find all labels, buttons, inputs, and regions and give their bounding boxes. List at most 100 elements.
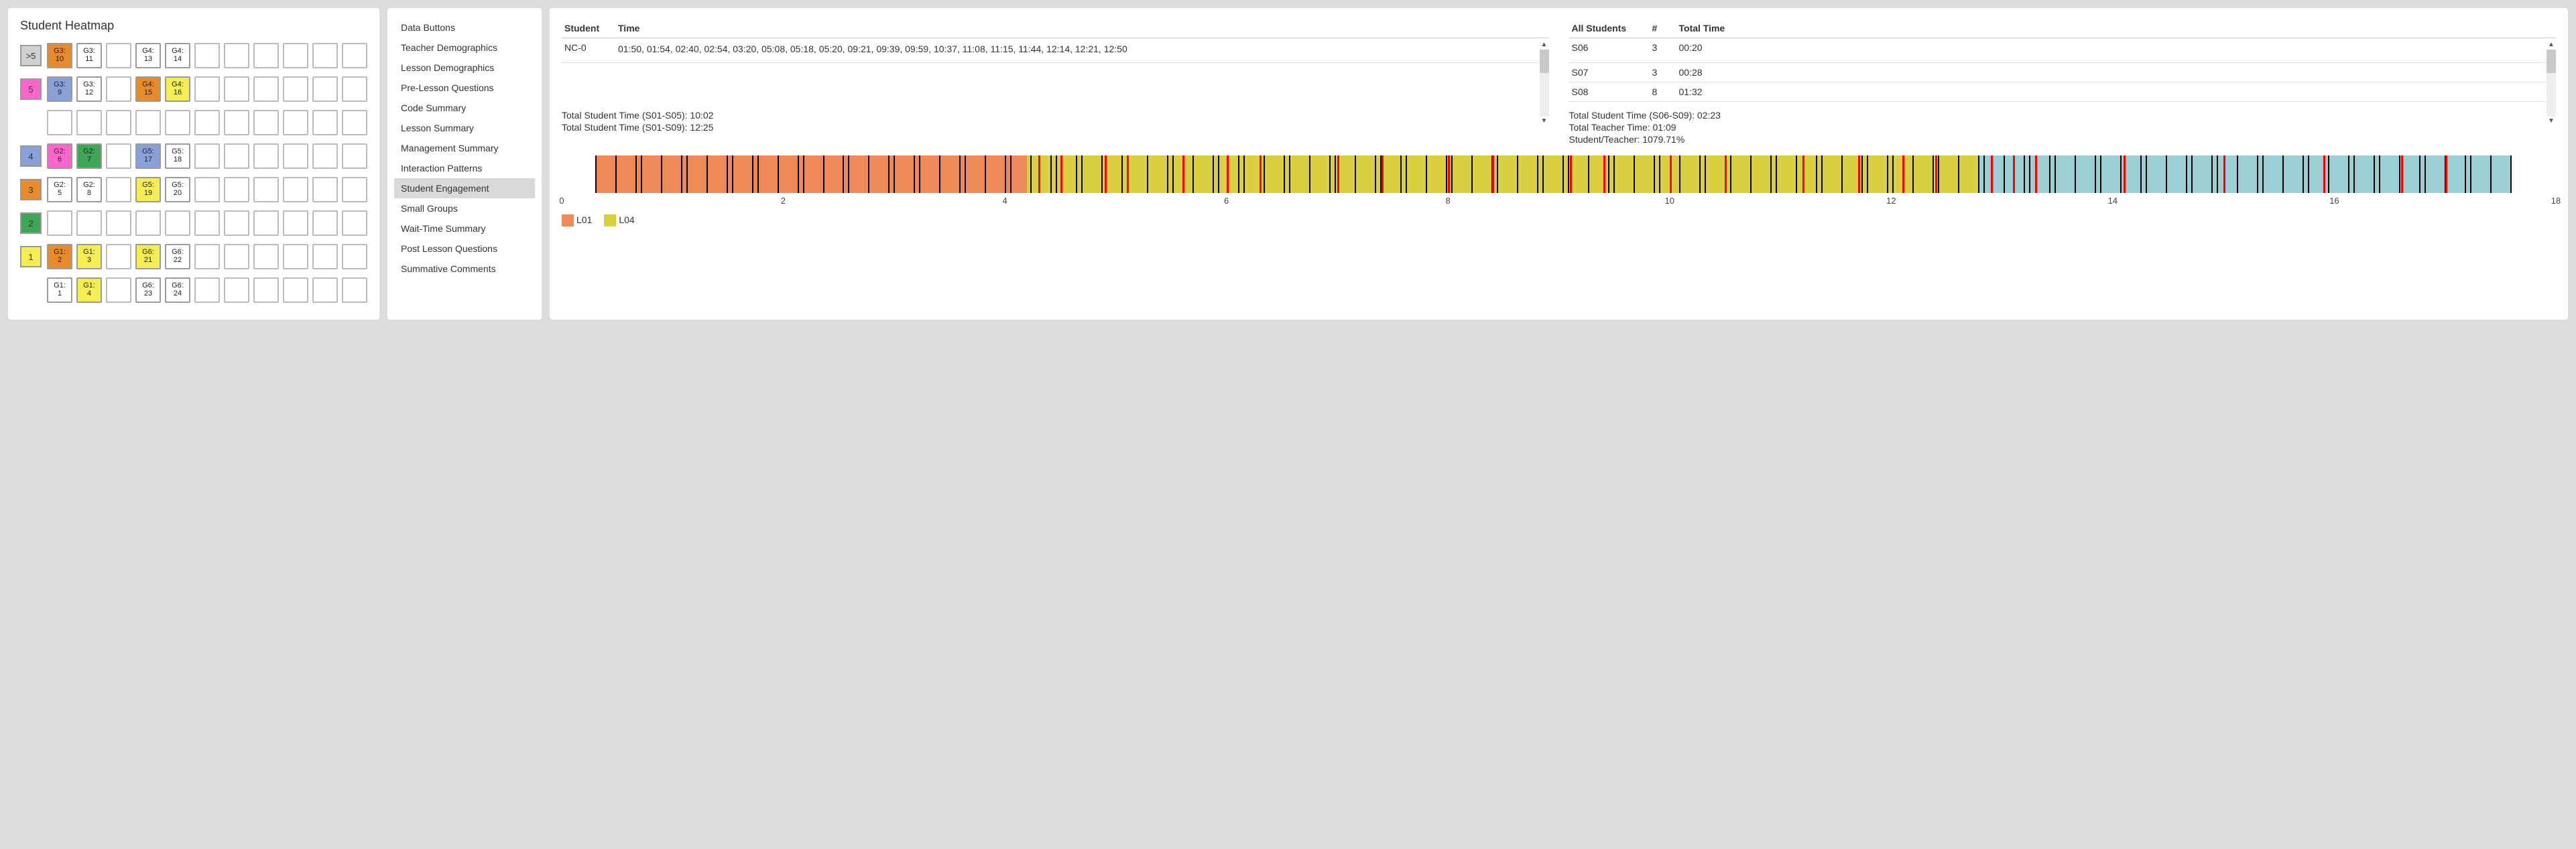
heatmap-cell[interactable]: G5:17 (135, 143, 161, 169)
table-row[interactable]: S06300:20▲▼ (1569, 38, 2557, 63)
heatmap-cell[interactable] (342, 43, 367, 68)
heatmap-cell[interactable] (283, 43, 308, 68)
heatmap-cell[interactable]: G2:8 (76, 177, 102, 202)
heatmap-cell[interactable]: G1:4 (76, 277, 102, 303)
heatmap-cell[interactable]: G2:5 (47, 177, 72, 202)
heatmap-cell[interactable] (253, 277, 279, 303)
heatmap-cell[interactable] (312, 177, 338, 202)
heatmap-cell[interactable]: G1:1 (47, 277, 72, 303)
heatmap-cell[interactable]: G4:13 (135, 43, 161, 68)
heatmap-cell[interactable]: G6:24 (165, 277, 190, 303)
heatmap-cell[interactable]: G6:23 (135, 277, 161, 303)
heatmap-cell[interactable] (165, 210, 190, 236)
heatmap-cell[interactable] (106, 244, 131, 269)
heatmap-cell[interactable] (312, 76, 338, 102)
heatmap-cell[interactable] (194, 277, 220, 303)
nav-item[interactable]: Lesson Summary (394, 118, 535, 138)
heatmap-cell[interactable]: G5:20 (165, 177, 190, 202)
nav-item[interactable]: Management Summary (394, 138, 535, 158)
heatmap-cell[interactable] (224, 143, 249, 169)
heatmap-cell[interactable] (106, 43, 131, 68)
heatmap-cell[interactable] (312, 110, 338, 135)
nav-item[interactable]: Wait-Time Summary (394, 218, 535, 239)
nav-item[interactable]: Lesson Demographics (394, 58, 535, 78)
heatmap-cell[interactable] (342, 76, 367, 102)
heatmap-cell[interactable]: G1:3 (76, 244, 102, 269)
nav-item[interactable]: Data Buttons (394, 17, 535, 38)
heatmap-cell[interactable] (106, 210, 131, 236)
heatmap-cell[interactable] (342, 210, 367, 236)
heatmap-cell[interactable] (224, 76, 249, 102)
heatmap-cell[interactable]: G5:18 (165, 143, 190, 169)
heatmap-cell[interactable]: G4:14 (165, 43, 190, 68)
heatmap-cell[interactable] (106, 143, 131, 169)
heatmap-cell[interactable] (106, 76, 131, 102)
scroll-up-icon[interactable]: ▲ (1541, 42, 1548, 48)
heatmap-cell[interactable] (194, 177, 220, 202)
heatmap-cell[interactable] (253, 244, 279, 269)
nav-item[interactable]: Pre-Lesson Questions (394, 78, 535, 98)
heatmap-cell[interactable] (253, 76, 279, 102)
heatmap-cell[interactable]: G5:19 (135, 177, 161, 202)
heatmap-cell[interactable]: G6:22 (165, 244, 190, 269)
nav-item[interactable]: Interaction Patterns (394, 158, 535, 178)
heatmap-cell[interactable] (312, 143, 338, 169)
nav-item[interactable]: Code Summary (394, 98, 535, 118)
heatmap-cell[interactable] (224, 177, 249, 202)
heatmap-cell[interactable] (342, 110, 367, 135)
heatmap-cell[interactable] (76, 110, 102, 135)
heatmap-cell[interactable] (342, 277, 367, 303)
heatmap-cell[interactable]: G3:10 (47, 43, 72, 68)
nav-item[interactable]: Student Engagement (394, 178, 535, 198)
scroll-down-icon[interactable]: ▼ (1541, 118, 1548, 125)
scroll-up-icon[interactable]: ▲ (2548, 42, 2555, 48)
heatmap-cell[interactable] (312, 277, 338, 303)
table-row[interactable]: NC-001:50, 01:54, 02:40, 02:54, 03:20, 0… (562, 38, 1549, 63)
heatmap-cell[interactable] (194, 76, 220, 102)
heatmap-cell[interactable] (253, 210, 279, 236)
heatmap-cell[interactable] (224, 210, 249, 236)
heatmap-cell[interactable] (165, 110, 190, 135)
heatmap-cell[interactable] (312, 43, 338, 68)
nav-item[interactable]: Post Lesson Questions (394, 239, 535, 259)
nav-item[interactable]: Small Groups (394, 198, 535, 218)
scrollbar[interactable]: ▲▼ (1540, 42, 1549, 125)
heatmap-cell[interactable] (283, 244, 308, 269)
heatmap-cell[interactable] (47, 110, 72, 135)
heatmap-cell[interactable] (283, 277, 308, 303)
heatmap-cell[interactable] (253, 43, 279, 68)
table-row[interactable]: S07300:28 (1569, 63, 2557, 82)
scrollbar[interactable]: ▲▼ (2547, 42, 2556, 125)
heatmap-cell[interactable]: G6:21 (135, 244, 161, 269)
heatmap-cell[interactable]: G4:15 (135, 76, 161, 102)
heatmap-cell[interactable]: G1:2 (47, 244, 72, 269)
heatmap-cell[interactable] (253, 110, 279, 135)
heatmap-cell[interactable] (194, 43, 220, 68)
nav-item[interactable]: Summative Comments (394, 259, 535, 279)
heatmap-cell[interactable] (253, 143, 279, 169)
heatmap-cell[interactable]: G2:6 (47, 143, 72, 169)
heatmap-cell[interactable]: G3:12 (76, 76, 102, 102)
heatmap-cell[interactable] (342, 143, 367, 169)
heatmap-cell[interactable] (342, 244, 367, 269)
scroll-down-icon[interactable]: ▼ (2548, 118, 2555, 125)
heatmap-cell[interactable] (194, 210, 220, 236)
heatmap-cell[interactable] (342, 177, 367, 202)
heatmap-cell[interactable]: G2:7 (76, 143, 102, 169)
heatmap-cell[interactable] (106, 177, 131, 202)
nav-item[interactable]: Teacher Demographics (394, 38, 535, 58)
heatmap-cell[interactable] (194, 244, 220, 269)
heatmap-cell[interactable] (135, 110, 161, 135)
heatmap-cell[interactable] (47, 210, 72, 236)
heatmap-cell[interactable] (224, 110, 249, 135)
table-row[interactable]: S08801:32 (1569, 82, 2557, 102)
heatmap-cell[interactable] (312, 210, 338, 236)
heatmap-cell[interactable] (312, 244, 338, 269)
heatmap-cell[interactable] (194, 110, 220, 135)
heatmap-cell[interactable] (253, 177, 279, 202)
heatmap-cell[interactable] (194, 143, 220, 169)
heatmap-cell[interactable] (135, 210, 161, 236)
heatmap-cell[interactable] (106, 110, 131, 135)
heatmap-cell[interactable] (283, 110, 308, 135)
heatmap-cell[interactable] (76, 210, 102, 236)
